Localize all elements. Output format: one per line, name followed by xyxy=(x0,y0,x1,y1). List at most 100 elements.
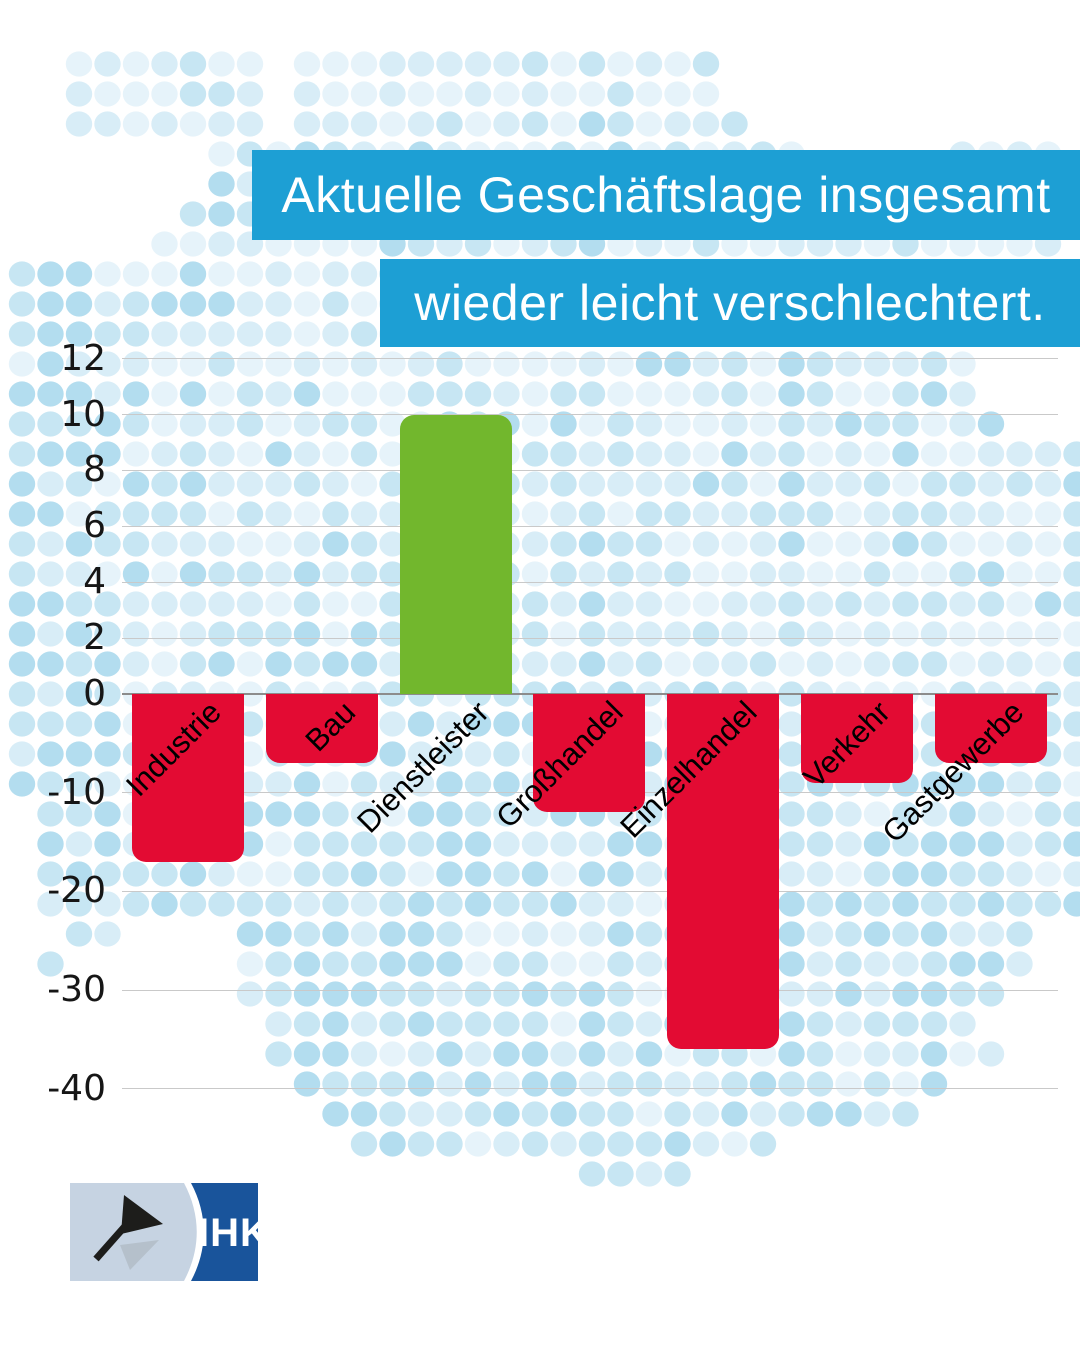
map-dot xyxy=(8,531,36,557)
map-dot xyxy=(65,561,93,587)
y-axis-tick-label: 6 xyxy=(83,505,106,547)
map-dot xyxy=(265,441,292,467)
map-dot xyxy=(94,351,121,377)
map-dot xyxy=(293,471,321,497)
map-dot xyxy=(863,351,891,377)
map-dot xyxy=(350,801,378,827)
map-dot xyxy=(892,591,919,617)
map-dot xyxy=(1006,531,1033,557)
map-dot xyxy=(721,531,748,557)
map-dot xyxy=(179,201,207,227)
map-dot xyxy=(265,831,292,857)
map-dot xyxy=(806,561,834,587)
map-dot xyxy=(37,381,64,407)
map-dot xyxy=(293,621,321,647)
map-dot xyxy=(863,861,891,887)
map-dot xyxy=(521,411,549,437)
map-dot xyxy=(607,951,634,977)
map-dot xyxy=(863,1071,891,1097)
map-dot xyxy=(37,561,64,587)
map-dot xyxy=(578,351,606,377)
map-dot xyxy=(464,951,492,977)
map-dot xyxy=(493,1011,520,1037)
map-dot xyxy=(493,81,520,107)
map-dot xyxy=(208,321,235,347)
map-dot xyxy=(379,591,406,617)
map-dot xyxy=(778,981,805,1007)
map-dot xyxy=(208,81,235,107)
map-dot xyxy=(778,381,805,407)
map-dot xyxy=(436,861,463,887)
map-dot xyxy=(464,1101,492,1127)
map-dot xyxy=(379,1041,406,1067)
map-dot xyxy=(749,651,777,677)
map-dot xyxy=(265,981,292,1007)
map-dot xyxy=(977,621,1005,647)
map-dot xyxy=(863,531,891,557)
map-dot xyxy=(94,861,121,887)
map-dot xyxy=(920,861,948,887)
map-dot xyxy=(493,981,520,1007)
map-dot xyxy=(94,81,121,107)
map-dot xyxy=(379,531,406,557)
map-dot xyxy=(1034,651,1062,677)
map-dot xyxy=(8,561,36,587)
map-dot xyxy=(37,441,64,467)
map-dot xyxy=(208,441,235,467)
map-dot xyxy=(293,531,321,557)
map-dot xyxy=(721,411,748,437)
map-dot xyxy=(8,291,36,317)
map-dot xyxy=(379,1071,406,1097)
map-dot xyxy=(179,891,207,917)
map-dot xyxy=(407,1101,435,1127)
map-dot xyxy=(806,471,834,497)
map-dot xyxy=(521,591,549,617)
map-dot xyxy=(721,471,748,497)
map-dot xyxy=(236,921,264,947)
map-dot xyxy=(806,1101,834,1127)
map-dot xyxy=(806,441,834,467)
map-dot xyxy=(265,891,292,917)
map-dot xyxy=(578,81,606,107)
map-dot xyxy=(835,1011,862,1037)
map-dot xyxy=(37,591,64,617)
map-dot xyxy=(749,501,777,527)
map-dot xyxy=(236,981,264,1007)
map-dot xyxy=(8,321,36,347)
map-dot xyxy=(350,1011,378,1037)
map-dot xyxy=(8,711,36,737)
map-dot xyxy=(806,1041,834,1067)
gridline--20 xyxy=(122,890,1058,892)
map-dot xyxy=(37,861,64,887)
bar-Industrie xyxy=(132,694,244,862)
map-dot xyxy=(692,351,720,377)
map-dot xyxy=(578,471,606,497)
map-dot xyxy=(236,261,264,287)
map-dot xyxy=(436,1011,463,1037)
map-dot xyxy=(350,1071,378,1097)
map-dot xyxy=(37,681,64,707)
y-axis-tick-label: -10 xyxy=(47,771,106,813)
map-dot xyxy=(208,651,235,677)
map-dot xyxy=(664,651,691,677)
map-dot xyxy=(151,561,178,587)
map-dot xyxy=(578,441,606,467)
map-dot xyxy=(635,801,663,827)
map-dot xyxy=(1063,861,1080,887)
map-dot xyxy=(778,471,805,497)
map-dot xyxy=(778,411,805,437)
map-dot xyxy=(721,621,748,647)
map-dot xyxy=(122,351,150,377)
map-dot xyxy=(37,531,64,557)
map-dot xyxy=(949,651,976,677)
map-dot xyxy=(607,51,634,77)
map-dot xyxy=(350,861,378,887)
map-dot xyxy=(322,471,349,497)
map-dot xyxy=(664,441,691,467)
map-dot xyxy=(1006,651,1033,677)
map-dot xyxy=(493,1101,520,1127)
map-dot xyxy=(208,891,235,917)
map-dot xyxy=(1063,741,1080,767)
map-dot xyxy=(379,891,406,917)
map-dot xyxy=(949,951,976,977)
